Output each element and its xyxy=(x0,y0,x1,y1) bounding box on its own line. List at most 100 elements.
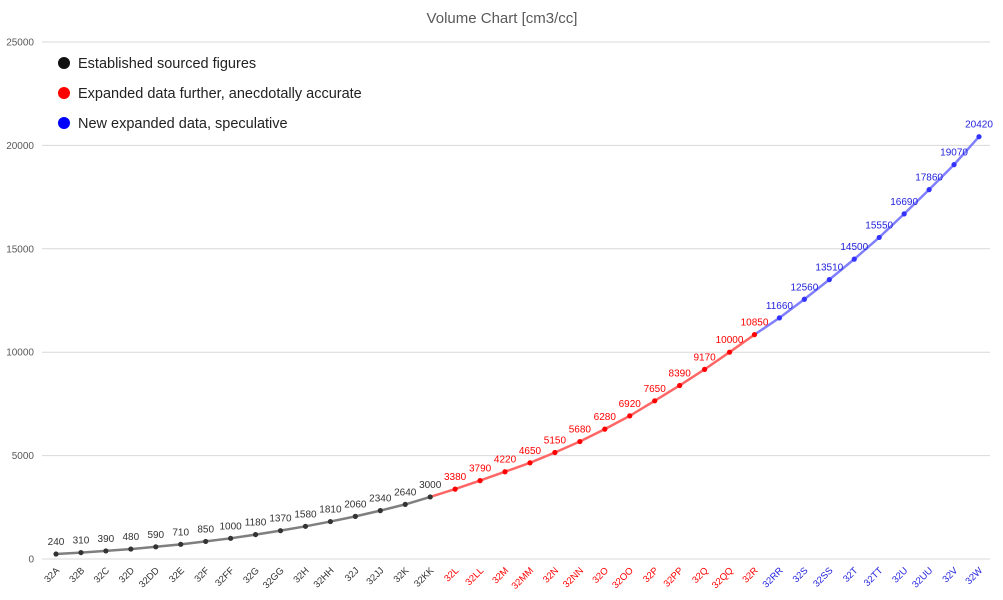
x-tick-label: 32NN xyxy=(561,565,586,590)
data-label: 1370 xyxy=(269,514,292,525)
data-point xyxy=(502,469,508,475)
data-label: 10850 xyxy=(741,318,769,329)
data-point xyxy=(53,551,59,557)
y-axis-ticks: 0 5000 10000 15000 20000 25000 xyxy=(6,38,34,566)
data-label: 3380 xyxy=(444,472,467,483)
data-label: 9170 xyxy=(693,352,716,363)
x-tick-label: 32LL xyxy=(463,565,486,588)
x-tick-label: 32J xyxy=(343,565,362,584)
legend-label-speculative: New expanded data, speculative xyxy=(78,116,288,132)
data-label: 1580 xyxy=(294,509,317,520)
data-label: 2060 xyxy=(344,499,367,510)
data-point xyxy=(776,315,783,321)
data-point xyxy=(701,366,708,372)
data-label: 15550 xyxy=(865,220,893,231)
data-point xyxy=(228,535,234,541)
data-point xyxy=(477,478,483,484)
data-point xyxy=(826,277,832,283)
data-label: 12560 xyxy=(790,282,818,293)
data-point xyxy=(851,256,857,262)
x-tick-label: 32B xyxy=(67,565,87,585)
x-tick-label: 32L xyxy=(442,565,461,584)
data-label: 240 xyxy=(48,537,65,548)
x-tick-label: 32OO xyxy=(610,565,636,591)
legend-marker-established xyxy=(58,57,70,69)
data-label: 7650 xyxy=(644,384,667,395)
x-tick-label: 32W xyxy=(964,565,986,587)
data-point xyxy=(677,382,683,389)
data-label: 1810 xyxy=(319,505,342,516)
x-tick-label: 32GG xyxy=(261,565,287,591)
data-label: 10000 xyxy=(716,335,744,346)
x-tick-label: 32P xyxy=(641,565,661,585)
x-tick-label: 32TT xyxy=(862,565,886,589)
data-point xyxy=(976,134,982,140)
data-label: 3790 xyxy=(469,464,492,475)
data-label: 13510 xyxy=(815,263,843,274)
data-label: 710 xyxy=(172,527,189,538)
data-point xyxy=(302,523,309,529)
series-line-expanded xyxy=(429,333,756,499)
legend-marker-speculative xyxy=(58,117,70,129)
y-tick-label: 20000 xyxy=(6,141,34,152)
data-label: 1180 xyxy=(245,518,267,529)
data-point xyxy=(427,494,433,500)
y-tick-label: 10000 xyxy=(6,348,34,359)
data-point xyxy=(751,332,758,338)
data-labels: 240 310 390 480 590 710 850 1000 1180 1370 1580 181… xyxy=(48,120,994,548)
x-tick-label: 32KK xyxy=(412,565,437,590)
y-tick-label: 25000 xyxy=(6,38,34,49)
data-point xyxy=(552,449,558,456)
x-tick-label: 32T xyxy=(841,565,860,584)
x-tick-label: 32MM xyxy=(510,565,537,592)
data-point xyxy=(203,538,209,545)
data-point xyxy=(951,162,957,168)
data-point xyxy=(452,486,458,492)
data-label: 3000 xyxy=(419,480,442,491)
data-label: 4220 xyxy=(494,455,517,466)
data-label: 8390 xyxy=(669,368,692,379)
x-tick-label: 32K xyxy=(392,565,412,585)
data-label: 390 xyxy=(98,534,115,545)
data-point xyxy=(726,349,733,355)
data-label: 2340 xyxy=(369,494,392,505)
data-label: 14500 xyxy=(840,242,868,253)
x-tick-label: 32O xyxy=(590,565,610,585)
series-lines xyxy=(55,135,980,556)
data-point xyxy=(103,548,109,554)
data-point xyxy=(876,234,882,241)
data-label: 1000 xyxy=(219,521,242,532)
x-tick-label: 32S xyxy=(791,565,811,585)
data-point xyxy=(402,501,408,508)
data-point xyxy=(527,460,533,466)
legend-label-established: Established sourced figures xyxy=(78,56,256,72)
data-label: 480 xyxy=(122,532,139,543)
x-tick-label: 32HH xyxy=(312,565,337,590)
x-tick-label: 32Q xyxy=(690,565,710,585)
data-label: 20420 xyxy=(965,120,993,131)
data-point xyxy=(801,296,807,302)
data-point xyxy=(178,541,184,547)
x-tick-label: 32R xyxy=(740,565,760,585)
x-tick-label: 32G xyxy=(241,565,261,585)
data-label: 5150 xyxy=(544,435,567,446)
chart-title: Volume Chart [cm3/cc] xyxy=(427,10,578,27)
legend: Established sourced figures Expanded dat… xyxy=(58,56,362,132)
data-label: 590 xyxy=(147,530,164,541)
data-points xyxy=(53,134,982,557)
y-tick-label: 15000 xyxy=(6,244,34,255)
x-tick-label: 32SS xyxy=(811,565,835,589)
data-point xyxy=(352,513,358,519)
x-tick-label: 32QQ xyxy=(710,565,736,591)
x-tick-label: 32DD xyxy=(137,565,162,590)
data-label: 5680 xyxy=(569,425,592,436)
data-label: 17860 xyxy=(915,173,943,184)
data-point xyxy=(327,518,334,525)
legend-marker-expanded xyxy=(58,87,70,99)
x-tick-label: 32M xyxy=(490,565,511,586)
x-tick-label: 32FF xyxy=(213,565,237,589)
data-label: 4650 xyxy=(519,446,542,457)
data-point xyxy=(627,413,633,419)
